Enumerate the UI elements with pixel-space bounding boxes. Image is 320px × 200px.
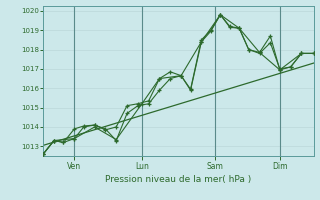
X-axis label: Pression niveau de la mer( hPa ): Pression niveau de la mer( hPa )	[105, 175, 252, 184]
